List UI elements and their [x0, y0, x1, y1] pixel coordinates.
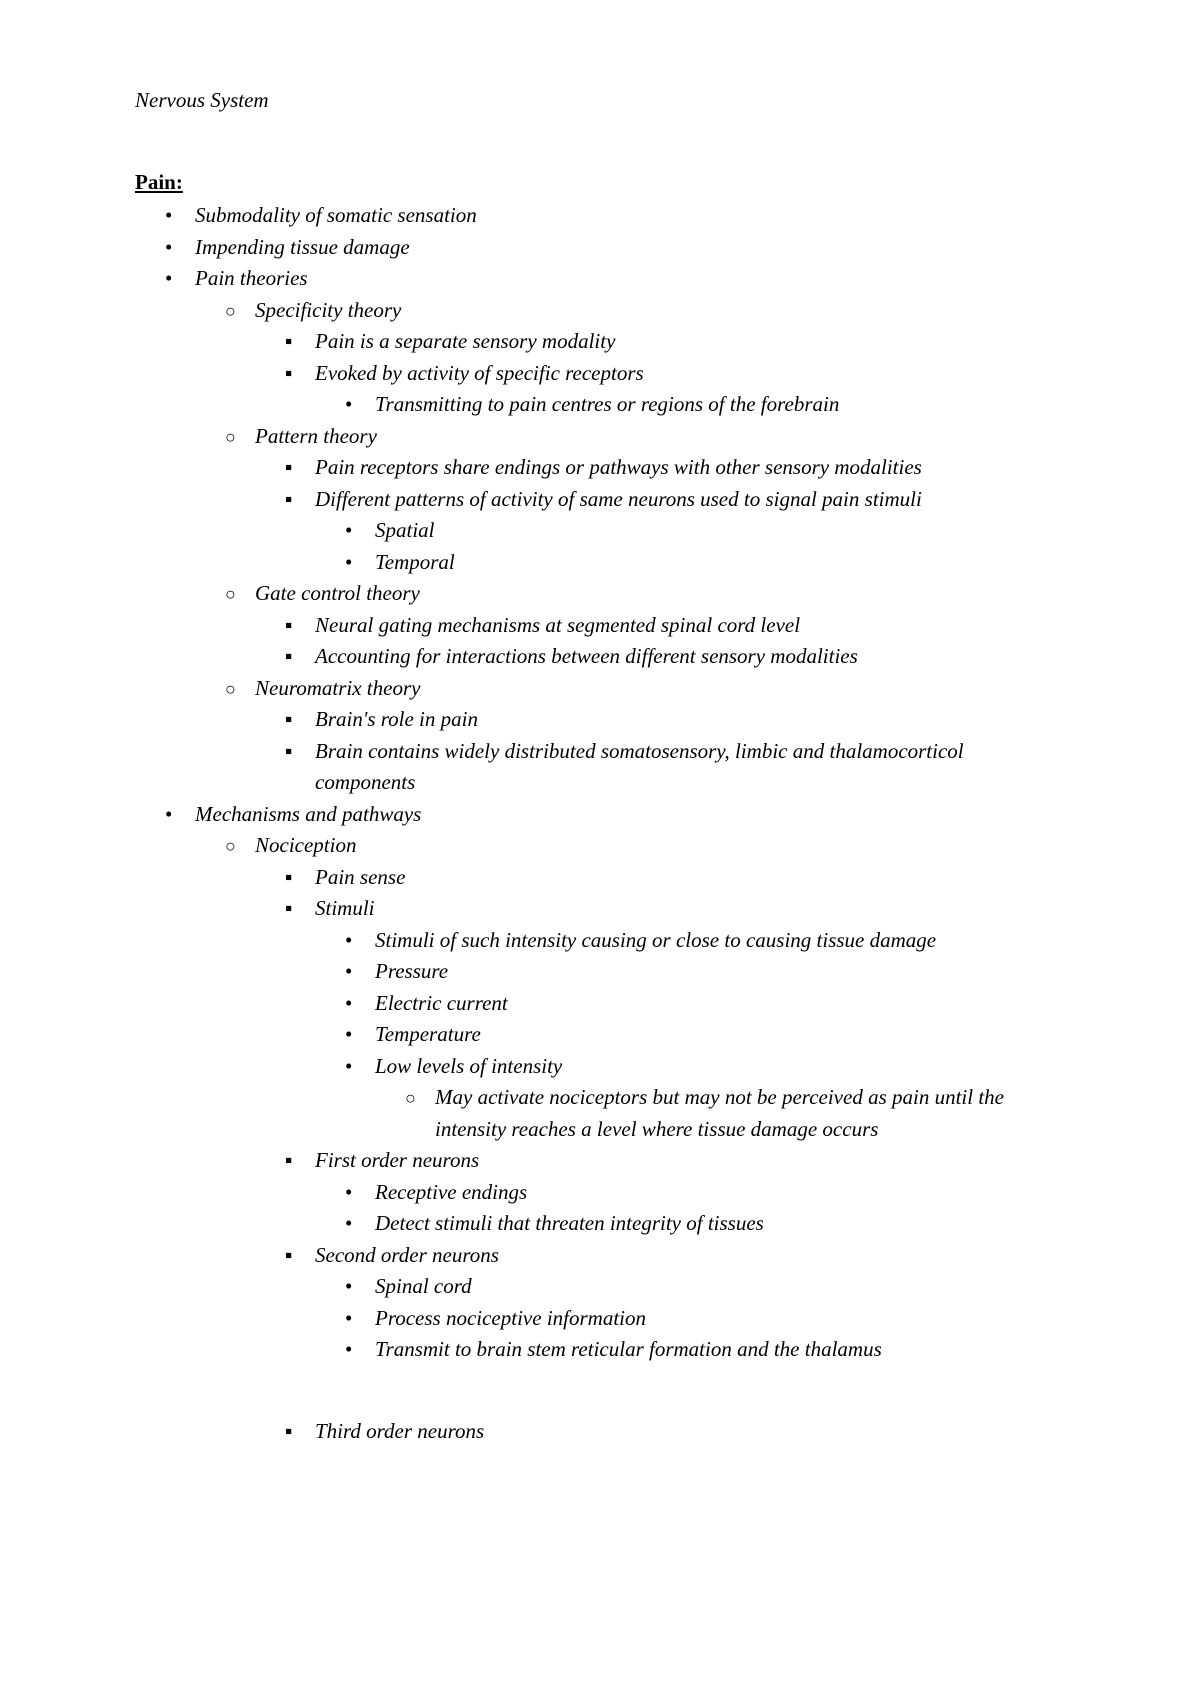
item-text: Electric current — [375, 991, 508, 1015]
list-item: Submodality of somatic sensation — [195, 200, 1065, 232]
list-item: Pressure — [375, 956, 1065, 988]
list-item: Transmitting to pain centres or regions … — [375, 389, 1065, 421]
item-text: Brain contains widely distributed somato… — [315, 739, 964, 795]
list-item: Temperature — [375, 1019, 1065, 1051]
list-item: Third order neurons — [315, 1416, 1065, 1448]
list-item: Stimuli Stimuli of such intensity causin… — [315, 893, 1065, 1145]
list-item: Pain theories Specificity theory Pain is… — [195, 263, 1065, 799]
item-text: Temperature — [375, 1022, 481, 1046]
list-item: Stimuli of such intensity causing or clo… — [375, 925, 1065, 957]
list-item: First order neurons Receptive endings De… — [315, 1145, 1065, 1240]
item-text: Accounting for interactions between diff… — [315, 644, 858, 668]
list-item: Second order neurons Spinal cord Process… — [315, 1240, 1065, 1366]
item-text: Transmitting to pain centres or regions … — [375, 392, 839, 416]
item-text: Impending tissue damage — [195, 235, 410, 259]
item-text: Temporal — [375, 550, 455, 574]
item-text: Submodality of somatic sensation — [195, 203, 477, 227]
list-item: Pain receptors share endings or pathways… — [315, 452, 1065, 484]
list-item: Low levels of intensity May activate noc… — [375, 1051, 1065, 1146]
list-item: Impending tissue damage — [195, 232, 1065, 264]
list-item: Accounting for interactions between diff… — [315, 641, 1065, 673]
list-item: Mechanisms and pathways Nociception Pain… — [195, 799, 1065, 1448]
list-item: Evoked by activity of specific receptors… — [315, 358, 1065, 421]
list-item: Neuromatrix theory Brain's role in pain … — [255, 673, 1065, 799]
item-text: First order neurons — [315, 1148, 479, 1172]
spacer — [255, 1366, 1065, 1416]
list-item: Neural gating mechanisms at segmented sp… — [315, 610, 1065, 642]
list-item: Spinal cord — [375, 1271, 1065, 1303]
outline-root: Submodality of somatic sensation Impendi… — [135, 200, 1065, 1447]
item-text: Process nociceptive information — [375, 1306, 646, 1330]
item-text: Receptive endings — [375, 1180, 527, 1204]
list-item: Gate control theory Neural gating mechan… — [255, 578, 1065, 673]
list-item: Pain is a separate sensory modality — [315, 326, 1065, 358]
list-item: Temporal — [375, 547, 1065, 579]
item-text: Spinal cord — [375, 1274, 472, 1298]
item-text: Neural gating mechanisms at segmented sp… — [315, 613, 800, 637]
item-text: Pattern theory — [255, 424, 377, 448]
item-text: Pain sense — [315, 865, 405, 889]
list-item: Electric current — [375, 988, 1065, 1020]
page-header: Nervous System — [135, 85, 1065, 117]
list-item: Nociception Pain sense Stimuli Stimuli o… — [255, 830, 1065, 1447]
list-item: Pattern theory Pain receptors share endi… — [255, 421, 1065, 579]
list-item: Specificity theory Pain is a separate se… — [255, 295, 1065, 421]
list-item: Transmit to brain stem reticular formati… — [375, 1334, 1065, 1366]
list-item: Pain sense — [315, 862, 1065, 894]
list-item: Different patterns of activity of same n… — [315, 484, 1065, 579]
list-item: May activate nociceptors but may not be … — [435, 1082, 1065, 1145]
list-item: Spatial — [375, 515, 1065, 547]
list-item: Receptive endings — [375, 1177, 1065, 1209]
item-text: Mechanisms and pathways — [195, 802, 421, 826]
item-text: Low levels of intensity — [375, 1054, 562, 1078]
section-title: Pain: — [135, 167, 1065, 199]
item-text: Nociception — [255, 833, 356, 857]
item-text: Pain theories — [195, 266, 308, 290]
item-text: Evoked by activity of specific receptors — [315, 361, 644, 385]
item-text: Pressure — [375, 959, 448, 983]
item-text: Second order neurons — [315, 1243, 499, 1267]
item-text: Neuromatrix theory — [255, 676, 420, 700]
item-text: Different patterns of activity of same n… — [315, 487, 922, 511]
item-text: May activate nociceptors but may not be … — [435, 1085, 1004, 1141]
list-item: Brain contains widely distributed somato… — [315, 736, 1065, 799]
item-text: Pain receptors share endings or pathways… — [315, 455, 922, 479]
item-text: Third order neurons — [315, 1419, 484, 1443]
item-text: Pain is a separate sensory modality — [315, 329, 615, 353]
item-text: Specificity theory — [255, 298, 401, 322]
item-text: Brain's role in pain — [315, 707, 478, 731]
list-item: Process nociceptive information — [375, 1303, 1065, 1335]
item-text: Spatial — [375, 518, 435, 542]
list-item: Brain's role in pain — [315, 704, 1065, 736]
item-text: Transmit to brain stem reticular formati… — [375, 1337, 882, 1361]
item-text: Stimuli of such intensity causing or clo… — [375, 928, 936, 952]
list-item: Detect stimuli that threaten integrity o… — [375, 1208, 1065, 1240]
item-text: Stimuli — [315, 896, 375, 920]
item-text: Gate control theory — [255, 581, 420, 605]
item-text: Detect stimuli that threaten integrity o… — [375, 1211, 764, 1235]
